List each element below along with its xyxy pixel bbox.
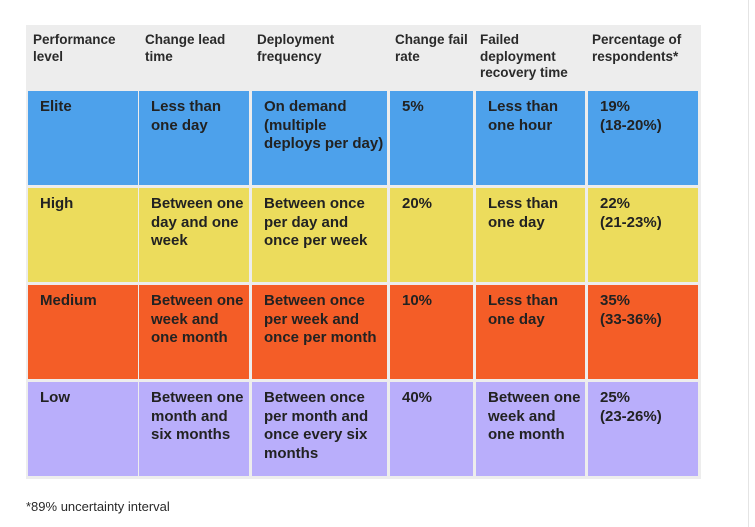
cell-line: deploys per day) <box>264 135 387 154</box>
header-line: Percentage of <box>592 32 681 49</box>
cell-line: per day and <box>264 214 387 233</box>
cell-medium-respondents: 35% (33-36%) <box>588 285 698 379</box>
cell-line: 35% <box>600 292 698 311</box>
cell-low-recovery-time: Between one week and one month <box>476 382 585 476</box>
cell-line: Between one <box>151 292 249 311</box>
header-line: level <box>33 49 116 66</box>
cell-medium-level: Medium <box>28 285 138 379</box>
cell-low-respondents: 25% (23-26%) <box>588 382 698 476</box>
header-line: rate <box>395 49 468 66</box>
cell-line: once per week <box>264 232 387 251</box>
cell-high-deploy-frequency: Between once per day and once per week <box>252 188 387 282</box>
cell-elite-recovery-time: Less than one hour <box>476 91 585 185</box>
header-change-lead-time: Change lead time <box>145 32 225 65</box>
header-line: time <box>145 49 225 66</box>
header-percentage-of-respondents: Percentage of respondents* <box>592 32 681 65</box>
cell-line: Between one <box>151 389 249 408</box>
header-line: deployment <box>480 49 568 66</box>
cell-line: Less than <box>488 98 585 117</box>
cell-line: 5% <box>402 98 473 117</box>
cell-line: one hour <box>488 117 585 136</box>
cell-line: High <box>40 195 138 214</box>
cell-high-fail-rate: 20% <box>390 188 473 282</box>
cell-elite-level: Elite <box>28 91 138 185</box>
cell-line: (multiple <box>264 117 387 136</box>
header-line: frequency <box>257 49 334 66</box>
header-performance-level: Performance level <box>33 32 116 65</box>
cell-high-recovery-time: Less than one day <box>476 188 585 282</box>
cell-low-level: Low <box>28 382 138 476</box>
cell-medium-lead-time: Between one week and one month <box>139 285 249 379</box>
cell-line: week <box>151 232 249 251</box>
performance-table: Performance level Change lead time Deploymen… <box>26 25 701 479</box>
cell-medium-recovery-time: Less than one day <box>476 285 585 379</box>
cell-medium-fail-rate: 10% <box>390 285 473 379</box>
header-change-fail-rate: Change fail rate <box>395 32 468 65</box>
cell-line: 40% <box>402 389 473 408</box>
header-line: Performance <box>33 32 116 49</box>
cell-line: week and <box>151 311 249 330</box>
cell-line: Between once <box>264 195 387 214</box>
cell-line: per month and <box>264 408 387 427</box>
cell-line: once every six <box>264 426 387 445</box>
cell-line: month and <box>151 408 249 427</box>
cell-line: 20% <box>402 195 473 214</box>
cell-line: (23-26%) <box>600 408 698 427</box>
header-line: respondents* <box>592 49 681 66</box>
header-line: Deployment <box>257 32 334 49</box>
cell-line: (21-23%) <box>600 214 698 233</box>
cell-line: 22% <box>600 195 698 214</box>
footnote: *89% uncertainty interval <box>26 499 170 514</box>
cell-low-lead-time: Between one month and six months <box>139 382 249 476</box>
cell-line: one day <box>488 311 585 330</box>
cell-line: per week and <box>264 311 387 330</box>
cell-line: Between one <box>151 195 249 214</box>
cell-line: Less than <box>151 98 249 117</box>
cell-line: 10% <box>402 292 473 311</box>
cell-high-level: High <box>28 188 138 282</box>
cell-line: months <box>264 445 387 464</box>
cell-line: week and <box>488 408 585 427</box>
cell-line: 19% <box>600 98 698 117</box>
cell-line: Between once <box>264 292 387 311</box>
cell-line: 25% <box>600 389 698 408</box>
cell-medium-deploy-frequency: Between once per week and once per month <box>252 285 387 379</box>
cell-line: Elite <box>40 98 138 117</box>
cell-line: On demand <box>264 98 387 117</box>
cell-line: (33-36%) <box>600 311 698 330</box>
header-line: recovery time <box>480 65 568 82</box>
cell-line: day and one <box>151 214 249 233</box>
header-deployment-frequency: Deployment frequency <box>257 32 334 65</box>
cell-line: (18-20%) <box>600 117 698 136</box>
cell-line: Low <box>40 389 138 408</box>
header-line: Change fail <box>395 32 468 49</box>
cell-elite-fail-rate: 5% <box>390 91 473 185</box>
cell-line: Less than <box>488 195 585 214</box>
cell-elite-lead-time: Less than one day <box>139 91 249 185</box>
cell-elite-respondents: 19% (18-20%) <box>588 91 698 185</box>
cell-line: Less than <box>488 292 585 311</box>
cell-line: one month <box>151 329 249 348</box>
header-line: Failed <box>480 32 568 49</box>
cell-line: one month <box>488 426 585 445</box>
cell-line: one day <box>488 214 585 233</box>
cell-line: Medium <box>40 292 138 311</box>
cell-line: Between one <box>488 389 585 408</box>
cell-line: Between once <box>264 389 387 408</box>
cell-line: once per month <box>264 329 387 348</box>
cell-high-lead-time: Between one day and one week <box>139 188 249 282</box>
cell-low-fail-rate: 40% <box>390 382 473 476</box>
cell-elite-deploy-frequency: On demand (multiple deploys per day) <box>252 91 387 185</box>
header-failed-deployment-recovery-time: Failed deployment recovery time <box>480 32 568 82</box>
cell-high-respondents: 22% (21-23%) <box>588 188 698 282</box>
right-edge-rule <box>748 0 749 527</box>
cell-line: six months <box>151 426 249 445</box>
cell-low-deploy-frequency: Between once per month and once every six m… <box>252 382 387 476</box>
cell-line: one day <box>151 117 249 136</box>
header-line: Change lead <box>145 32 225 49</box>
